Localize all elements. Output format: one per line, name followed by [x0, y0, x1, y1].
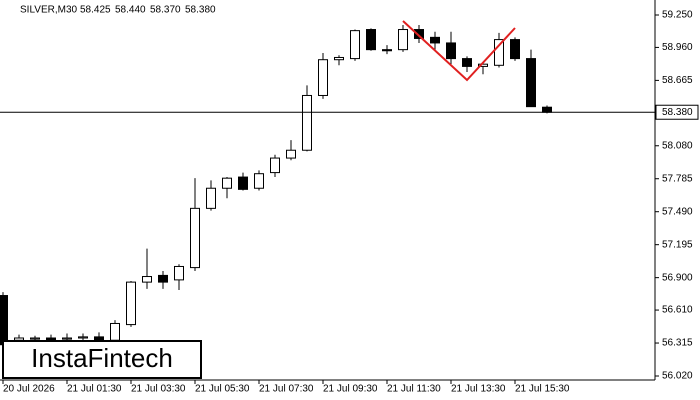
x-tick-label: 21 Jul 13:30 — [451, 384, 506, 395]
y-tick-label: 57.490 — [662, 206, 693, 217]
candle-body — [334, 56, 344, 61]
candle-body — [158, 274, 168, 283]
x-tick-label: 21 Jul 03:30 — [131, 384, 186, 395]
ohlc-close: 58.380 — [185, 5, 216, 16]
candle-body — [478, 63, 488, 67]
candle-body — [382, 49, 392, 52]
candle-body — [46, 337, 56, 341]
candle-body — [270, 157, 280, 174]
y-tick-label: 58.080 — [662, 140, 693, 151]
candle-body — [318, 59, 328, 96]
ohlc-low: 58.370 — [150, 5, 181, 16]
candle-body — [14, 337, 24, 341]
candle-body — [526, 58, 536, 108]
candle-body — [542, 106, 552, 113]
candle-body — [510, 39, 520, 60]
y-tick-label: 56.610 — [662, 305, 693, 316]
candle-body — [254, 173, 264, 189]
chart-title: SILVER,M30 — [20, 5, 77, 16]
last-price-box — [655, 104, 699, 120]
x-tick-label: 21 Jul 05:30 — [195, 384, 250, 395]
ohlc-high: 58.440 — [115, 5, 146, 16]
y-tick-label: 56.020 — [662, 371, 693, 382]
candle-body — [414, 29, 424, 39]
candle-body — [142, 276, 152, 283]
candle-body — [78, 336, 88, 339]
candle-body — [30, 337, 40, 340]
logo: InstaFintech — [31, 343, 173, 373]
candle-body — [494, 39, 504, 66]
x-tick-label: 21 Jul 11:30 — [387, 384, 441, 395]
x-tick-label: 20 Jul 2026 — [3, 384, 55, 395]
y-tick-label: 58.665 — [662, 75, 693, 86]
candle-body — [286, 149, 296, 159]
x-tick-label: 21 Jul 07:30 — [259, 384, 314, 395]
y-tick-label: 57.195 — [662, 239, 693, 250]
y-tick-label: 56.900 — [662, 272, 693, 283]
y-tick-label: 59.250 — [662, 10, 693, 21]
candle-body — [302, 94, 312, 151]
candle-body — [398, 29, 408, 51]
double-top-pattern — [402, 20, 516, 82]
ohlc-open: 58.425 — [80, 5, 111, 16]
candle-body — [126, 281, 136, 326]
candle-body — [446, 42, 456, 60]
logo-box — [2, 340, 202, 379]
y-tick-label: 57.785 — [662, 173, 693, 184]
candle-body — [174, 265, 184, 281]
candle-body — [462, 58, 472, 67]
candle-body — [222, 177, 232, 189]
candle-body — [0, 295, 8, 346]
candle-body — [206, 187, 216, 209]
x-tick-label: 21 Jul 15:30 — [515, 384, 570, 395]
candle-body — [62, 337, 72, 340]
candle-body — [94, 336, 104, 341]
y-tick-label: 56.315 — [662, 338, 693, 349]
y-tick-label: 58.960 — [662, 42, 693, 53]
candle-body — [430, 36, 440, 44]
last-price-label: 58.380 — [662, 107, 693, 118]
candle-body — [238, 176, 248, 190]
x-tick-label: 21 Jul 01:30 — [67, 384, 122, 395]
x-tick-label: 21 Jul 09:30 — [323, 384, 378, 395]
candle-body — [366, 29, 376, 51]
candle-body — [110, 322, 120, 341]
candle-body — [190, 207, 200, 269]
candle-body — [350, 30, 360, 60]
